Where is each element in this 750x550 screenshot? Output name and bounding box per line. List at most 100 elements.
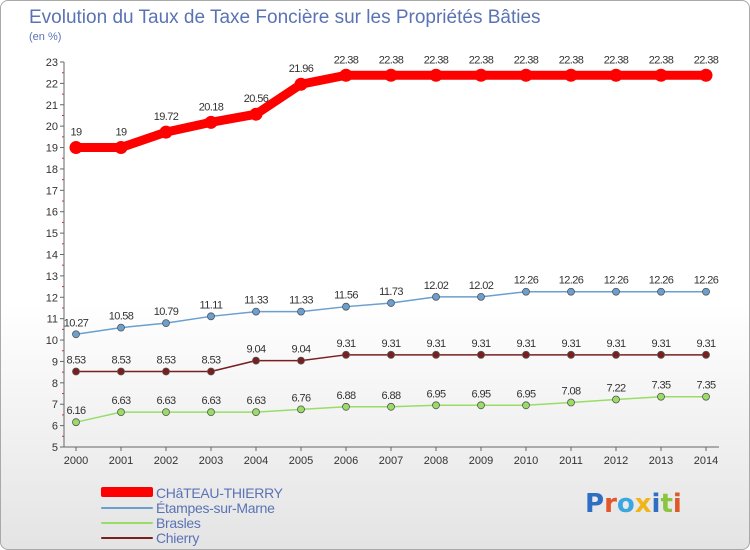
legend-swatch (101, 537, 153, 539)
chart-title: Evolution du Taux de Taxe Foncière sur l… (29, 7, 541, 28)
legend-label: CHâTEAU-THIERRY (156, 485, 283, 501)
data-label: 7.35 (651, 380, 670, 392)
data-point (657, 287, 665, 296)
data-label: 6.88 (336, 390, 355, 402)
data-point (342, 402, 350, 411)
data-label: 22.38 (424, 54, 449, 66)
x-tick-label: 2013 (649, 455, 673, 467)
y-tick-label: 21 (46, 100, 58, 112)
data-point (207, 408, 215, 417)
data-label: 6.16 (66, 405, 85, 417)
data-point (477, 350, 485, 359)
data-label: 9.04 (291, 344, 310, 356)
data-point (117, 323, 125, 332)
data-label: 22.38 (559, 54, 584, 66)
data-point (117, 367, 125, 376)
data-point (612, 287, 620, 296)
data-label: 9.31 (561, 338, 580, 350)
data-label: 22.38 (694, 54, 719, 66)
data-label: 10.27 (64, 317, 89, 329)
data-point (702, 287, 710, 296)
data-label: 6.95 (426, 388, 445, 400)
data-label: 6.63 (246, 395, 265, 407)
data-point (567, 350, 575, 359)
data-label: 19.72 (154, 111, 179, 123)
data-label: 22.38 (334, 54, 359, 66)
y-tick-label: 18 (46, 164, 58, 176)
x-tick-label: 2001 (109, 455, 133, 467)
x-tick-label: 2006 (334, 455, 358, 467)
y-tick-label: 7 (52, 399, 58, 411)
y-tick-label: 23 (46, 57, 58, 69)
y-tick-label: 20 (46, 121, 58, 133)
data-point (252, 356, 260, 365)
data-point (342, 350, 350, 359)
legend-swatch (101, 487, 153, 497)
proxiti-logo: Proxiti (585, 489, 682, 519)
legend-label: Chierry (156, 530, 200, 546)
data-label: 11.73 (379, 286, 403, 298)
data-label: 19 (115, 127, 127, 139)
data-point (114, 141, 128, 155)
data-point (432, 401, 440, 410)
data-label: 6.95 (516, 388, 535, 400)
data-label: 12.26 (514, 275, 539, 287)
legend-swatch (101, 522, 153, 524)
logo-letter: i (672, 489, 682, 519)
data-label: 12.26 (649, 275, 674, 287)
data-label: 9.31 (696, 338, 715, 350)
data-label: 9.31 (336, 338, 355, 350)
data-point (387, 402, 395, 411)
x-tick-label: 2000 (64, 455, 88, 467)
data-point (387, 299, 395, 307)
data-label: 12.02 (469, 280, 494, 292)
data-point (612, 395, 620, 404)
legend-swatch (101, 507, 153, 509)
data-point (522, 350, 530, 359)
x-tick-label: 2011 (559, 455, 583, 467)
data-point (567, 287, 575, 296)
data-point (207, 312, 215, 321)
y-tick-label: 17 (46, 185, 58, 197)
data-label: 8.53 (66, 354, 85, 366)
data-point (162, 319, 170, 328)
data-label: 6.63 (156, 395, 175, 407)
data-point (249, 107, 263, 121)
y-tick-label: 6 (52, 421, 58, 433)
x-tick-label: 2002 (154, 455, 178, 467)
logo-letter: P (585, 489, 605, 519)
data-label: 19 (70, 127, 82, 139)
data-label: 22.38 (469, 54, 494, 66)
data-label: 22.38 (649, 54, 674, 66)
data-label: 8.53 (156, 354, 175, 366)
logo-letter: i (651, 489, 661, 519)
logo-letter: x (634, 489, 652, 519)
data-label: 20.56 (244, 93, 269, 105)
data-point (477, 401, 485, 410)
data-label: 8.53 (201, 354, 220, 366)
data-label: 6.76 (291, 392, 310, 404)
data-point (387, 350, 395, 359)
data-point (72, 367, 80, 376)
y-tick-label: 19 (46, 143, 58, 155)
data-label: 11.33 (244, 295, 268, 307)
data-label: 12.02 (424, 280, 449, 292)
y-tick-label: 12 (46, 292, 58, 304)
data-label: 9.31 (516, 338, 535, 350)
data-label: 22.38 (514, 54, 539, 66)
x-tick-label: 2009 (469, 455, 493, 467)
data-point (564, 68, 578, 82)
data-point (609, 68, 623, 82)
logo-letter: o (616, 489, 635, 519)
data-point (69, 141, 83, 155)
data-label: 6.88 (381, 390, 400, 402)
y-unit-label: (en %) (29, 31, 62, 43)
data-point (384, 68, 398, 82)
y-tick-label: 9 (52, 356, 58, 368)
y-tick-label: 14 (46, 250, 58, 262)
data-point (654, 68, 668, 82)
data-label: 9.31 (606, 338, 625, 350)
y-tick-label: 16 (46, 207, 58, 219)
data-point (477, 292, 485, 301)
data-label: 11.33 (289, 295, 313, 307)
